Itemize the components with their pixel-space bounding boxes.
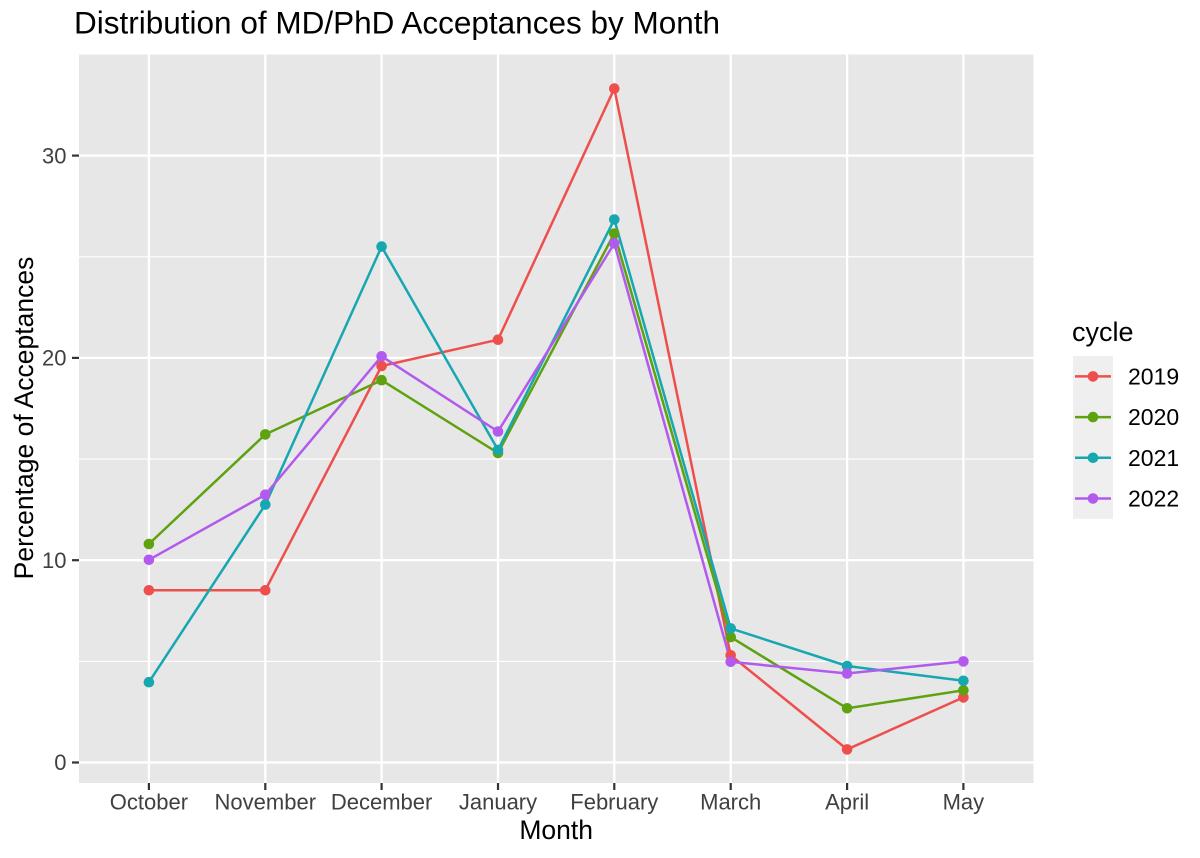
svg-text:2021: 2021 (1128, 445, 1179, 471)
svg-text:May: May (943, 790, 985, 815)
svg-text:0: 0 (54, 750, 66, 775)
svg-text:December: December (331, 790, 432, 815)
svg-text:30: 30 (42, 143, 66, 168)
svg-text:20: 20 (42, 346, 66, 371)
svg-text:Distribution of MD/PhD Accepta: Distribution of MD/PhD Acceptances by Mo… (74, 5, 720, 41)
svg-text:Percentage of Acceptances: Percentage of Acceptances (9, 257, 39, 580)
svg-text:2022: 2022 (1128, 486, 1179, 512)
svg-text:November: November (215, 790, 316, 815)
svg-text:January: January (459, 790, 537, 815)
svg-text:October: October (110, 790, 188, 815)
svg-text:2019: 2019 (1128, 363, 1179, 389)
svg-text:Month: Month (519, 815, 593, 845)
svg-text:April: April (825, 790, 869, 815)
svg-text:2020: 2020 (1128, 404, 1179, 430)
svg-text:cycle: cycle (1072, 317, 1134, 347)
svg-text:March: March (700, 790, 761, 815)
svg-text:10: 10 (42, 548, 66, 573)
svg-text:February: February (570, 790, 658, 815)
